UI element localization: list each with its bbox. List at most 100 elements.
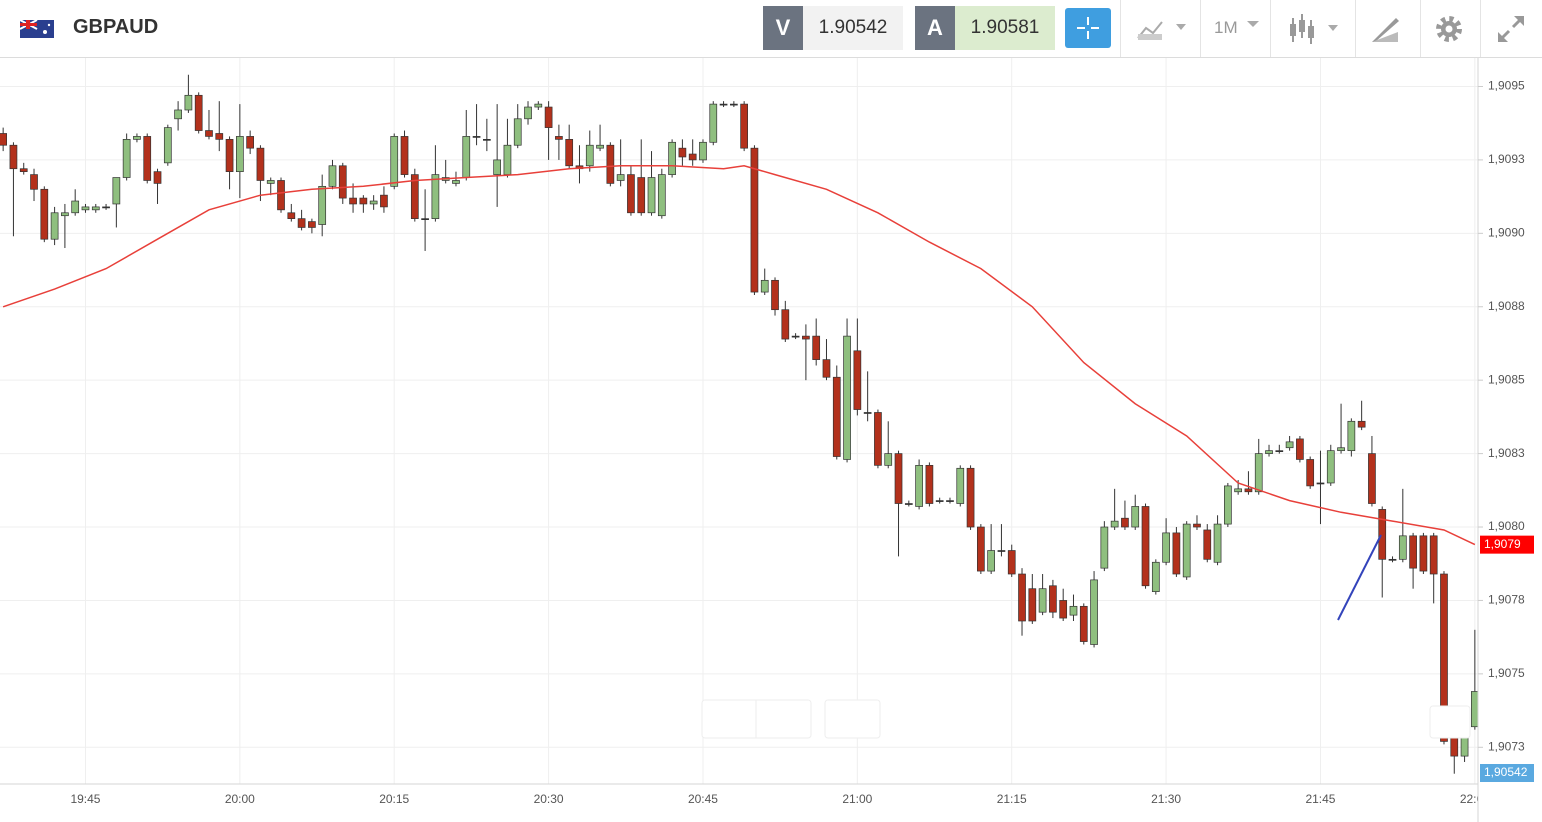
candle-body [1141, 506, 1150, 587]
candle-body [915, 464, 923, 507]
candle-body [349, 197, 357, 205]
candle-body [1224, 485, 1232, 525]
candle-body [802, 335, 810, 340]
candle-body [1316, 482, 1325, 485]
candle-body [112, 177, 121, 205]
moving-average [2, 165, 1476, 546]
sell-label[interactable]: V [763, 6, 803, 50]
candle-body [1151, 561, 1160, 592]
candle-body [627, 174, 635, 214]
symbol: GBPAUD [73, 16, 159, 38]
candle-body [1203, 529, 1212, 560]
candle-body [606, 144, 615, 184]
price-tag [1480, 535, 1534, 554]
candle-body [925, 464, 934, 504]
candle-body [822, 359, 831, 378]
candle-body [256, 147, 265, 181]
candle-body [287, 212, 296, 219]
candle-body [1182, 523, 1191, 578]
candle-body [513, 118, 522, 146]
candle-body [760, 279, 769, 293]
x-axis: 19:45 20:00 20:15 20:30 20:45 21:00 21:15 21:30… [70, 792, 1478, 806]
candle-body [1110, 520, 1119, 528]
timeframe[interactable]: 1M [1214, 18, 1238, 37]
flag-icon [20, 20, 54, 38]
candle-body [369, 200, 378, 205]
candle-body [297, 218, 306, 228]
candle-body [1296, 438, 1304, 460]
candle-body [277, 180, 285, 211]
dropdown-arrow[interactable] [1246, 19, 1260, 29]
y-tick-label: 1,9090 [1488, 226, 1525, 240]
candle-body [966, 467, 975, 528]
candle-body [1265, 450, 1273, 454]
price-tag-label: 1,9079 [1484, 537, 1521, 551]
candle-body [1275, 450, 1284, 453]
candle-body [30, 174, 38, 190]
settings-icon[interactable] [1434, 14, 1464, 44]
crosshair-button[interactable] [1065, 8, 1111, 48]
candle-body [472, 136, 481, 138]
nav-button[interactable] [824, 699, 881, 739]
candle-body [225, 139, 234, 173]
fullscreen-icon[interactable] [1496, 14, 1526, 44]
candle-body [133, 136, 141, 140]
candle-body [400, 136, 409, 175]
candle-body [1440, 573, 1448, 742]
candle-body [184, 94, 193, 111]
toolbar: GBPAUD V 1.90542 A 1.90581 1M [0, 0, 1542, 58]
candle-body [997, 550, 1006, 552]
candle-body [555, 136, 563, 140]
sell-price[interactable]: 1.90542 [803, 6, 903, 50]
candle-body [1069, 605, 1078, 616]
candle-body [205, 130, 213, 137]
candle-body [493, 159, 501, 175]
candle-body [1213, 523, 1222, 563]
candle-body [771, 279, 779, 311]
candle-body [1471, 691, 1478, 728]
candle-body [50, 212, 59, 240]
candle-body [637, 177, 646, 214]
candle-body [647, 177, 656, 214]
candle-body [1121, 517, 1129, 528]
draw-tool-icon[interactable] [1370, 14, 1400, 44]
candle-body [1234, 488, 1242, 493]
nav-button[interactable] [1429, 705, 1471, 739]
price-tag-label: 1,90542 [1484, 765, 1528, 779]
candle-body [1378, 509, 1387, 560]
candle-body [1409, 535, 1417, 569]
y-tick-label: 1,9093 [1488, 152, 1525, 166]
candle-body [843, 335, 851, 460]
candle-body [1018, 573, 1026, 622]
candle-body [40, 188, 49, 240]
candle-body [483, 139, 491, 141]
buy-label[interactable]: A [915, 6, 955, 50]
candle-body [390, 136, 399, 187]
candle-body [884, 453, 893, 466]
candle-body [308, 221, 316, 228]
candle-icon[interactable] [1288, 12, 1344, 46]
x-tick-label: 20:15 [379, 792, 409, 806]
buy-price[interactable]: 1.90581 [955, 6, 1055, 50]
candle-body [1357, 420, 1366, 428]
candle-body [987, 550, 995, 572]
chart-type-icon[interactable] [1136, 16, 1192, 42]
x-tick-label: 20:30 [534, 792, 564, 806]
y-tick-label: 1,9083 [1488, 446, 1525, 460]
candle-body [1007, 550, 1016, 575]
candle-body [781, 309, 790, 340]
candle-body [452, 180, 460, 184]
y-tick-label: 1,9085 [1488, 372, 1525, 386]
candle-body [1090, 579, 1098, 645]
candle-body [812, 335, 821, 360]
candle-body [616, 174, 625, 181]
y-tick-label: 1,9088 [1488, 299, 1525, 313]
candle-body [71, 200, 80, 214]
candle-body [163, 127, 172, 164]
y-tick-label: 1,9075 [1488, 666, 1525, 680]
candle-body [1419, 535, 1428, 572]
candle-body [1388, 558, 1397, 561]
y-axis: 1,9095 1,9093 1,9090 1,9088 1,9085 1,9083 1,90… [1478, 79, 1534, 782]
candle-body [740, 103, 748, 149]
